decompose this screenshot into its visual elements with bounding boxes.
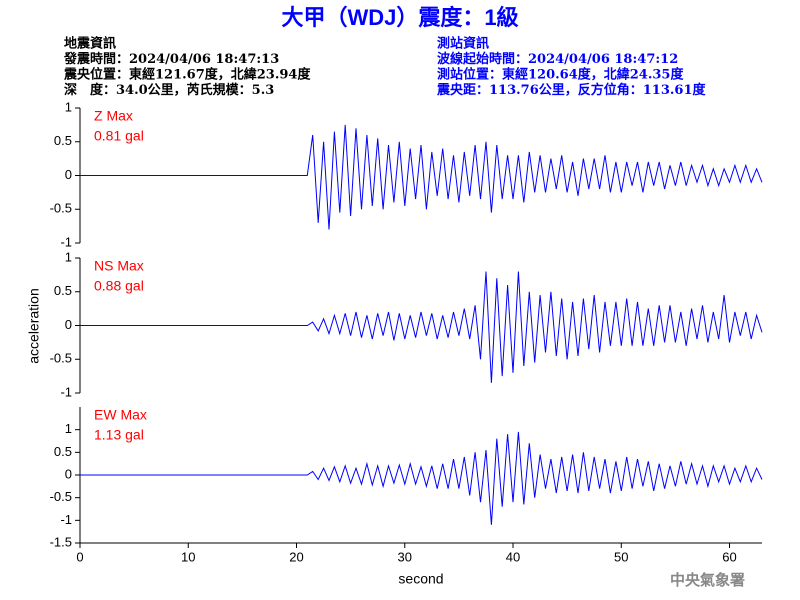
x-tick-label: 0: [76, 549, 83, 564]
annotation: 0.81 gal: [94, 128, 144, 144]
y-tick-label: -1: [60, 234, 72, 249]
x-tick-label: 60: [722, 549, 736, 564]
waveform: [80, 431, 763, 525]
y-tick-label: -0.5: [50, 489, 72, 504]
info-left: 發震時間：2024/04/06 18:47:13: [63, 51, 279, 67]
info-left: 深 度：34.0公里，芮氏規模：5.3: [64, 82, 274, 98]
info-left: 震央位置：東經121.67度，北緯23.94度: [63, 67, 311, 83]
annotation: NS Max: [94, 258, 144, 274]
x-tick-label: 30: [398, 549, 412, 564]
title: 大甲（WDJ）震度：1級: [281, 5, 518, 30]
info-right: 測站資訊: [437, 36, 489, 52]
info-right: 波線起始時間：2024/04/06 18:47:12: [437, 51, 678, 67]
info-left: 地震資訊: [64, 36, 116, 52]
x-axis-label: second: [398, 571, 443, 587]
footer: 中央氣象署: [670, 571, 745, 589]
y-tick-label: -0.5: [50, 201, 72, 216]
y-tick-label: 1: [65, 99, 72, 114]
info-right: 震央距：113.76公里，反方位角：113.61度: [436, 82, 707, 98]
y-axis-label: acceleration: [26, 288, 42, 364]
annotation: 1.13 gal: [94, 427, 144, 443]
y-tick-label: 0: [65, 466, 72, 481]
y-tick-label: 1: [65, 421, 72, 436]
y-tick-label: -0.5: [50, 351, 72, 366]
annotation: 0.88 gal: [94, 278, 144, 294]
y-tick-label: 0: [65, 317, 72, 332]
y-tick-label: -1.5: [50, 534, 72, 549]
annotation: Z Max: [94, 108, 133, 124]
y-tick-label: 0.5: [54, 444, 72, 459]
annotation: EW Max: [94, 407, 147, 423]
info-right: 測站位置：東經120.64度，北緯24.35度: [437, 67, 684, 83]
x-tick-label: 10: [181, 549, 195, 564]
x-tick-label: 20: [289, 549, 303, 564]
waveform: [80, 124, 763, 230]
waveform: [80, 271, 763, 383]
y-tick-label: 0: [65, 167, 72, 182]
x-tick-label: 40: [506, 549, 520, 564]
y-tick-label: 1: [65, 249, 72, 264]
x-tick-label: 50: [614, 549, 628, 564]
y-tick-label: -1: [60, 384, 72, 399]
y-tick-label: 0.5: [54, 133, 72, 148]
y-tick-label: -1: [60, 512, 72, 527]
y-tick-label: 0.5: [54, 283, 72, 298]
